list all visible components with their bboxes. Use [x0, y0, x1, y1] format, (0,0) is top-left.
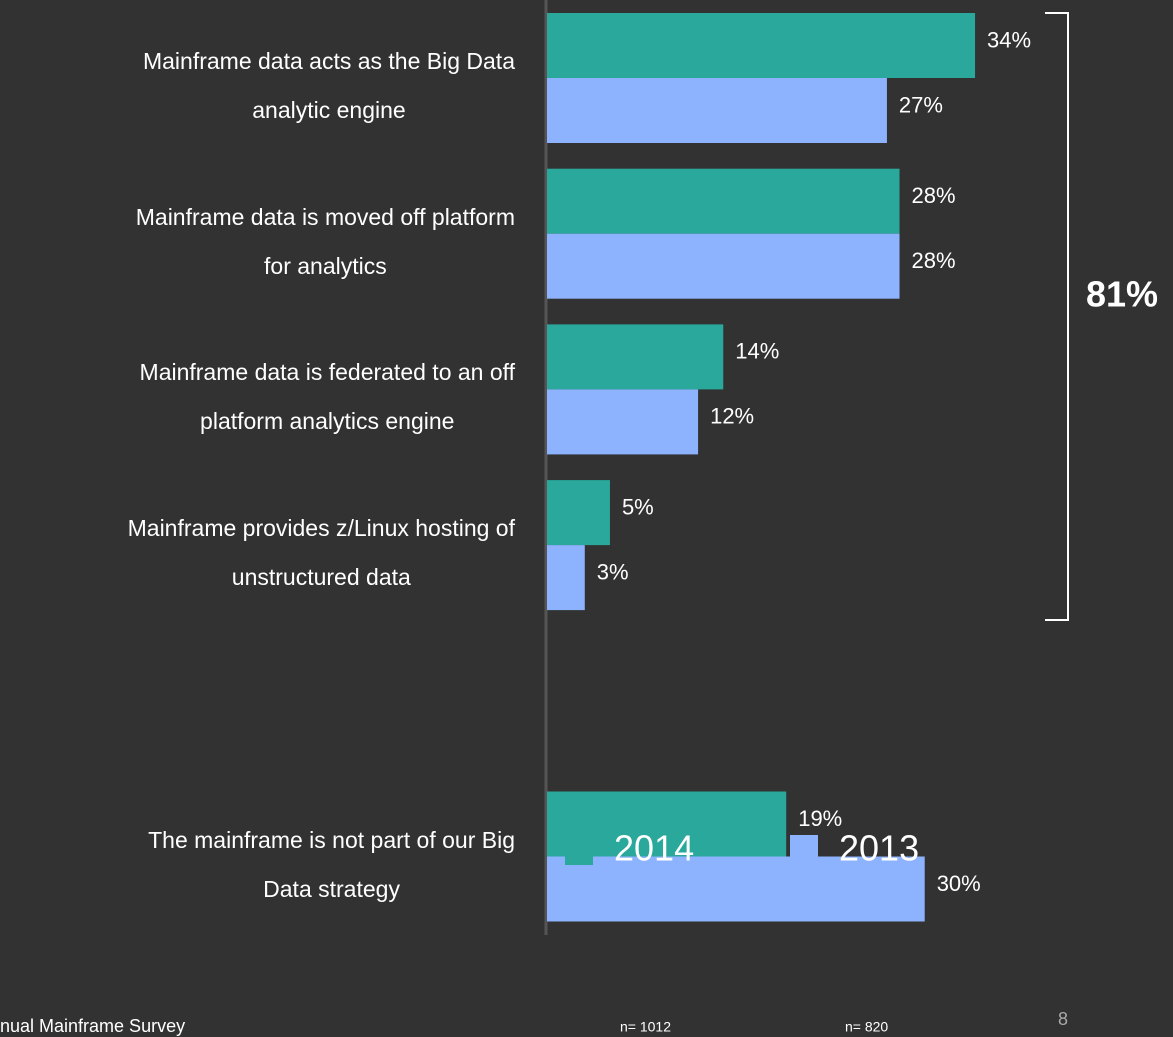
value-label: 19% [798, 806, 842, 831]
annotation: 81% [1086, 274, 1158, 315]
footer: nual Mainframe Survey [0, 1016, 185, 1036]
value-label: 3% [597, 559, 629, 584]
bar [547, 168, 900, 234]
bar [547, 233, 900, 299]
category-label: Mainframe provides z/Linux hosting of un… [127, 515, 515, 591]
value-label: 28% [912, 248, 956, 273]
bar [547, 13, 976, 78]
bar [547, 389, 699, 455]
legend-label: 2014 [614, 828, 694, 869]
value-label: 5% [622, 494, 654, 519]
value-label: 34% [987, 27, 1031, 52]
legend-label: 2013 [839, 828, 919, 869]
category-label: Mainframe data is moved off platform for… [135, 203, 515, 279]
legend-note: n= 1012 [620, 1019, 671, 1035]
legend-swatch [790, 835, 818, 865]
value-label: 12% [710, 404, 754, 429]
category-label: Mainframe data acts as the Big Data anal… [142, 48, 515, 123]
page-number: 8 [1058, 1009, 1068, 1029]
bar [547, 856, 925, 922]
value-label: 27% [899, 92, 943, 117]
bar [547, 480, 610, 546]
legend-note: n= 820 [845, 1019, 888, 1035]
bracket [1045, 12, 1069, 621]
bar [547, 78, 887, 143]
bar [547, 545, 585, 611]
value-label: 28% [912, 183, 956, 208]
category-label: Mainframe data is federated to an off pl… [139, 359, 515, 435]
value-label: 14% [735, 339, 779, 364]
value-label: 30% [937, 871, 981, 896]
legend-swatch [565, 835, 593, 865]
category-label: The mainframe is not part of our Big Dat… [148, 826, 515, 902]
bar [547, 324, 724, 390]
